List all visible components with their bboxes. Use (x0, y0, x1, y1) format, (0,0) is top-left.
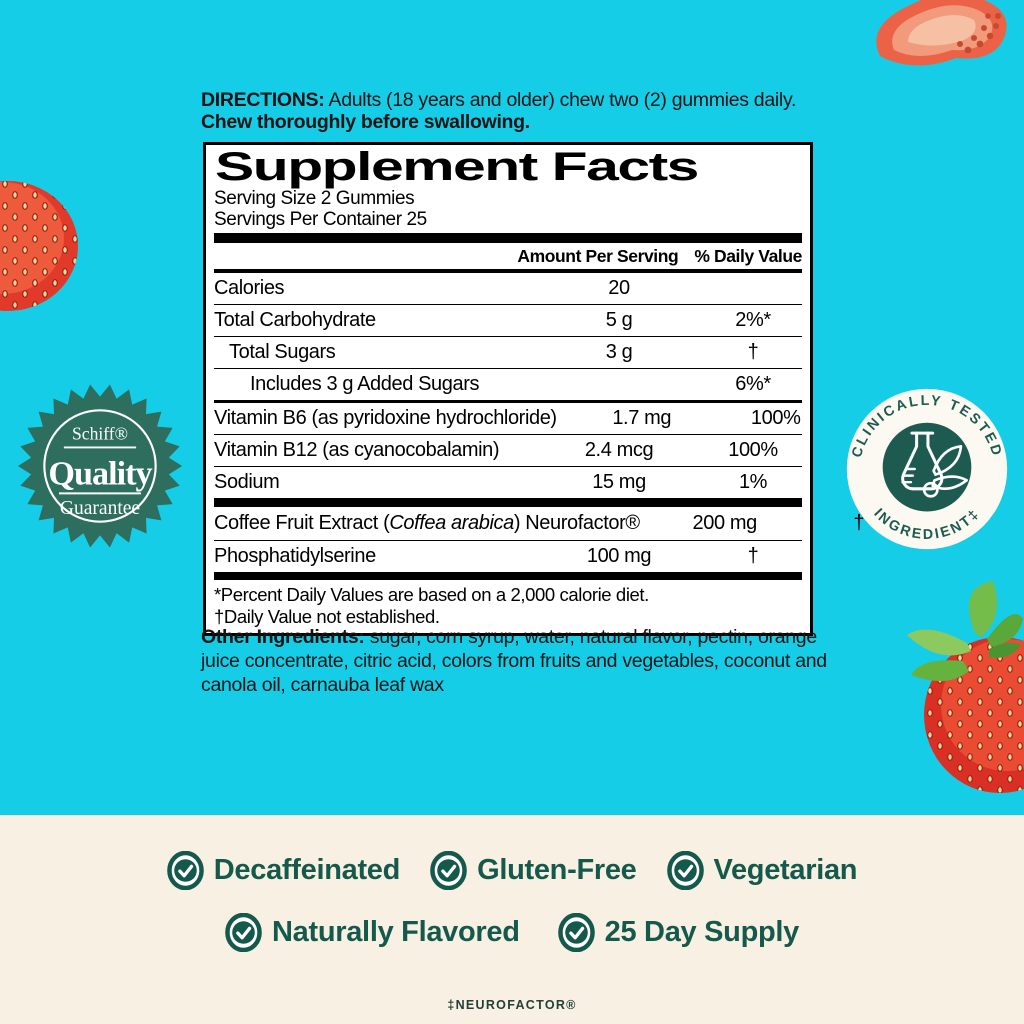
directions-label: DIRECTIONS: (201, 89, 325, 111)
column-headers: Amount Per Serving % Daily Value (214, 243, 802, 269)
table-row: Vitamin B12 (as cyanocobalamin) 2.4 mcg … (214, 434, 802, 466)
seal-quality-text: Quality (48, 456, 152, 493)
other-ingredients-label: Other Ingredients: (201, 626, 365, 648)
nutrient-name: Sodium (214, 471, 280, 493)
nutrient-name: Vitamin B6 (as pyridoxine hydrochloride) (214, 407, 557, 429)
col-daily-value: % Daily Value (694, 246, 802, 266)
nutrient-amount: 20 (608, 277, 630, 299)
nutrient-dv: † (747, 341, 759, 363)
nutrient-dv: 100% (750, 407, 801, 429)
table-row: Total Carbohydrate 5 g 2%* (214, 304, 802, 336)
claim-gluten-free: Gluten-Free (430, 851, 637, 890)
nutrient-dv: † (853, 512, 865, 534)
claim-25-day-supply: 25 Day Supply (557, 913, 800, 952)
header-rule (214, 269, 802, 273)
nutrient-amount: 3 g (605, 341, 633, 363)
other-ingredients-text: Other Ingredients: sugar, corn syrup, wa… (201, 626, 827, 696)
table-row: Calories 20 (214, 273, 802, 304)
footnote-daily-values: *Percent Daily Values are based on a 2,0… (214, 584, 649, 605)
claim-vegetarian: Vegetarian (666, 851, 858, 890)
supplement-facts-panel: Supplement Facts Serving Size 2 Gummies … (203, 142, 864, 636)
divider-bar (214, 233, 802, 243)
claims-row-2: Naturally Flavored 25 Day Supply (0, 913, 1024, 952)
nutrient-dv: 2%* (735, 309, 771, 331)
table-row: Total Sugars 3 g † (214, 336, 802, 368)
strawberry-right-image (907, 581, 1024, 793)
starburst-shape (17, 384, 183, 548)
claim-naturally-flavored: Naturally Flavored (225, 913, 520, 952)
table-row: Coffee Fruit Extract (Coffea arabica) Ne… (214, 507, 864, 540)
nutrient-name: Includes 3 g Added Sugars (250, 373, 480, 395)
nutrient-dv: 100% (728, 439, 778, 461)
servings-per-container: Servings Per Container 25 (214, 209, 427, 230)
seal-inner-ring (43, 409, 157, 523)
footnotes: *Percent Daily Values are based on a 2,0… (214, 572, 802, 628)
footnote-dv-not-established: †Daily Value not established. (214, 605, 440, 627)
check-circle-icon (430, 851, 467, 890)
claims-row-1: Decaffeinated Gluten-Free Vegetarian (0, 851, 1024, 890)
serving-size: Serving Size 2 Gummies (214, 188, 415, 209)
strawberry-slice-image (876, 0, 1007, 66)
nutrient-dv: † (747, 545, 759, 567)
nutrient-amount: 200 mg (692, 512, 758, 534)
nutrient-name: Vitamin B12 (as cyanocobalamin) (214, 439, 500, 461)
nutrient-amount: 5 g (605, 309, 633, 331)
nutrient-dv: 1% (738, 471, 768, 493)
cream-footer-band (0, 815, 1024, 1024)
directions-bold-tail: Chew thoroughly before swallowing. (201, 110, 530, 133)
table-row: Sodium 15 mg 1% (214, 466, 802, 498)
claim-label: Naturally Flavored (272, 916, 520, 948)
check-circle-icon (666, 851, 704, 890)
col-amount-per-serving: Amount Per Serving (517, 246, 679, 266)
schiff-quality-guarantee-seal: Schiff® Quality Guarantee (17, 384, 183, 548)
check-circle-icon (166, 851, 204, 890)
nutrient-name: Calories (214, 277, 285, 299)
nutrient-amount: 100 mg (586, 545, 652, 567)
nutrient-name: Coffee Fruit Extract (Coffea arabica) Ne… (214, 512, 640, 534)
seal-brand-text: Schiff® (72, 424, 128, 444)
flask-and-leaf-icon (901, 431, 968, 498)
check-circle-icon (225, 913, 262, 952)
claim-label: Decaffeinated (213, 854, 401, 886)
strawberry-left-image (0, 181, 78, 311)
nutrient-amount: 1.7 mg (612, 407, 672, 429)
nutrient-name: Total Carbohydrate (214, 309, 376, 331)
nutrient-name: Phosphatidylserine (214, 545, 376, 567)
directions-text: DIRECTIONS: Adults (18 years and older) … (201, 89, 797, 133)
neurofactor-trademark-note: ‡NEUROFACTOR® (447, 998, 577, 1012)
nutrient-amount: 2.4 mcg (584, 439, 654, 461)
claim-label: Gluten-Free (477, 854, 637, 886)
claim-label: 25 Day Supply (604, 916, 800, 948)
supplement-facts-title: Supplement Facts (215, 145, 699, 189)
check-circle-icon (557, 913, 595, 952)
nutrient-dv: 6%* (735, 373, 771, 395)
table-row: Phosphatidylserine 100 mg † (214, 540, 802, 572)
seal-guarantee-text: Guarantee (60, 498, 140, 519)
table-row: Includes 3 g Added Sugars 6%* (214, 368, 802, 400)
table-row: Vitamin B6 (as pyridoxine hydrochloride)… (214, 400, 802, 434)
claim-label: Vegetarian (713, 854, 858, 886)
nutrient-amount: 15 mg (592, 471, 646, 493)
nutrient-name: Total Sugars (229, 341, 336, 363)
clinically-tested-badge: CLINICALLY TESTED INGREDIENT‡ (846, 388, 1008, 550)
claim-decaffeinated: Decaffeinated (166, 851, 401, 890)
divider-bar (214, 498, 802, 507)
